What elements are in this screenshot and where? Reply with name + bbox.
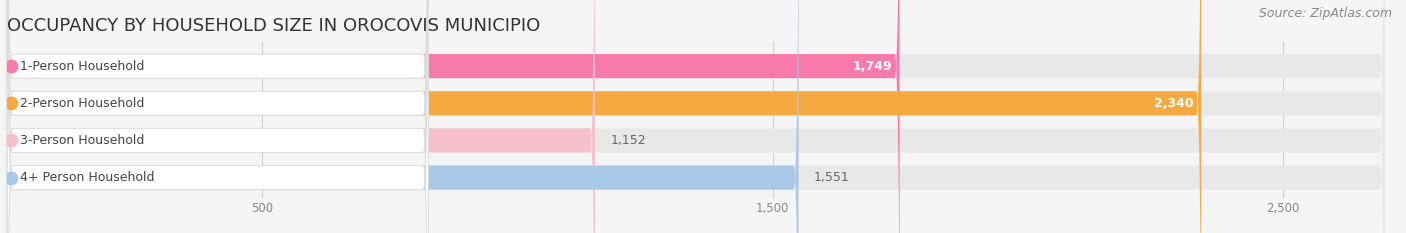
Text: Source: ZipAtlas.com: Source: ZipAtlas.com [1258,7,1392,20]
FancyBboxPatch shape [7,0,595,233]
Text: 2-Person Household: 2-Person Household [20,97,145,110]
FancyBboxPatch shape [7,0,799,233]
FancyBboxPatch shape [7,0,1385,233]
FancyBboxPatch shape [7,0,429,233]
Text: 1,749: 1,749 [852,60,891,73]
FancyBboxPatch shape [7,0,429,233]
FancyBboxPatch shape [7,0,900,233]
Text: 1,551: 1,551 [814,171,849,184]
FancyBboxPatch shape [7,0,1201,233]
Text: 3-Person Household: 3-Person Household [20,134,145,147]
FancyBboxPatch shape [7,0,1385,233]
FancyBboxPatch shape [7,0,1385,233]
Text: 1,152: 1,152 [610,134,645,147]
Text: 4+ Person Household: 4+ Person Household [20,171,155,184]
Text: 1-Person Household: 1-Person Household [20,60,145,73]
FancyBboxPatch shape [7,0,429,233]
FancyBboxPatch shape [7,0,1385,233]
Text: 2,340: 2,340 [1154,97,1194,110]
Text: OCCUPANCY BY HOUSEHOLD SIZE IN OROCOVIS MUNICIPIO: OCCUPANCY BY HOUSEHOLD SIZE IN OROCOVIS … [7,17,540,35]
FancyBboxPatch shape [7,0,429,233]
